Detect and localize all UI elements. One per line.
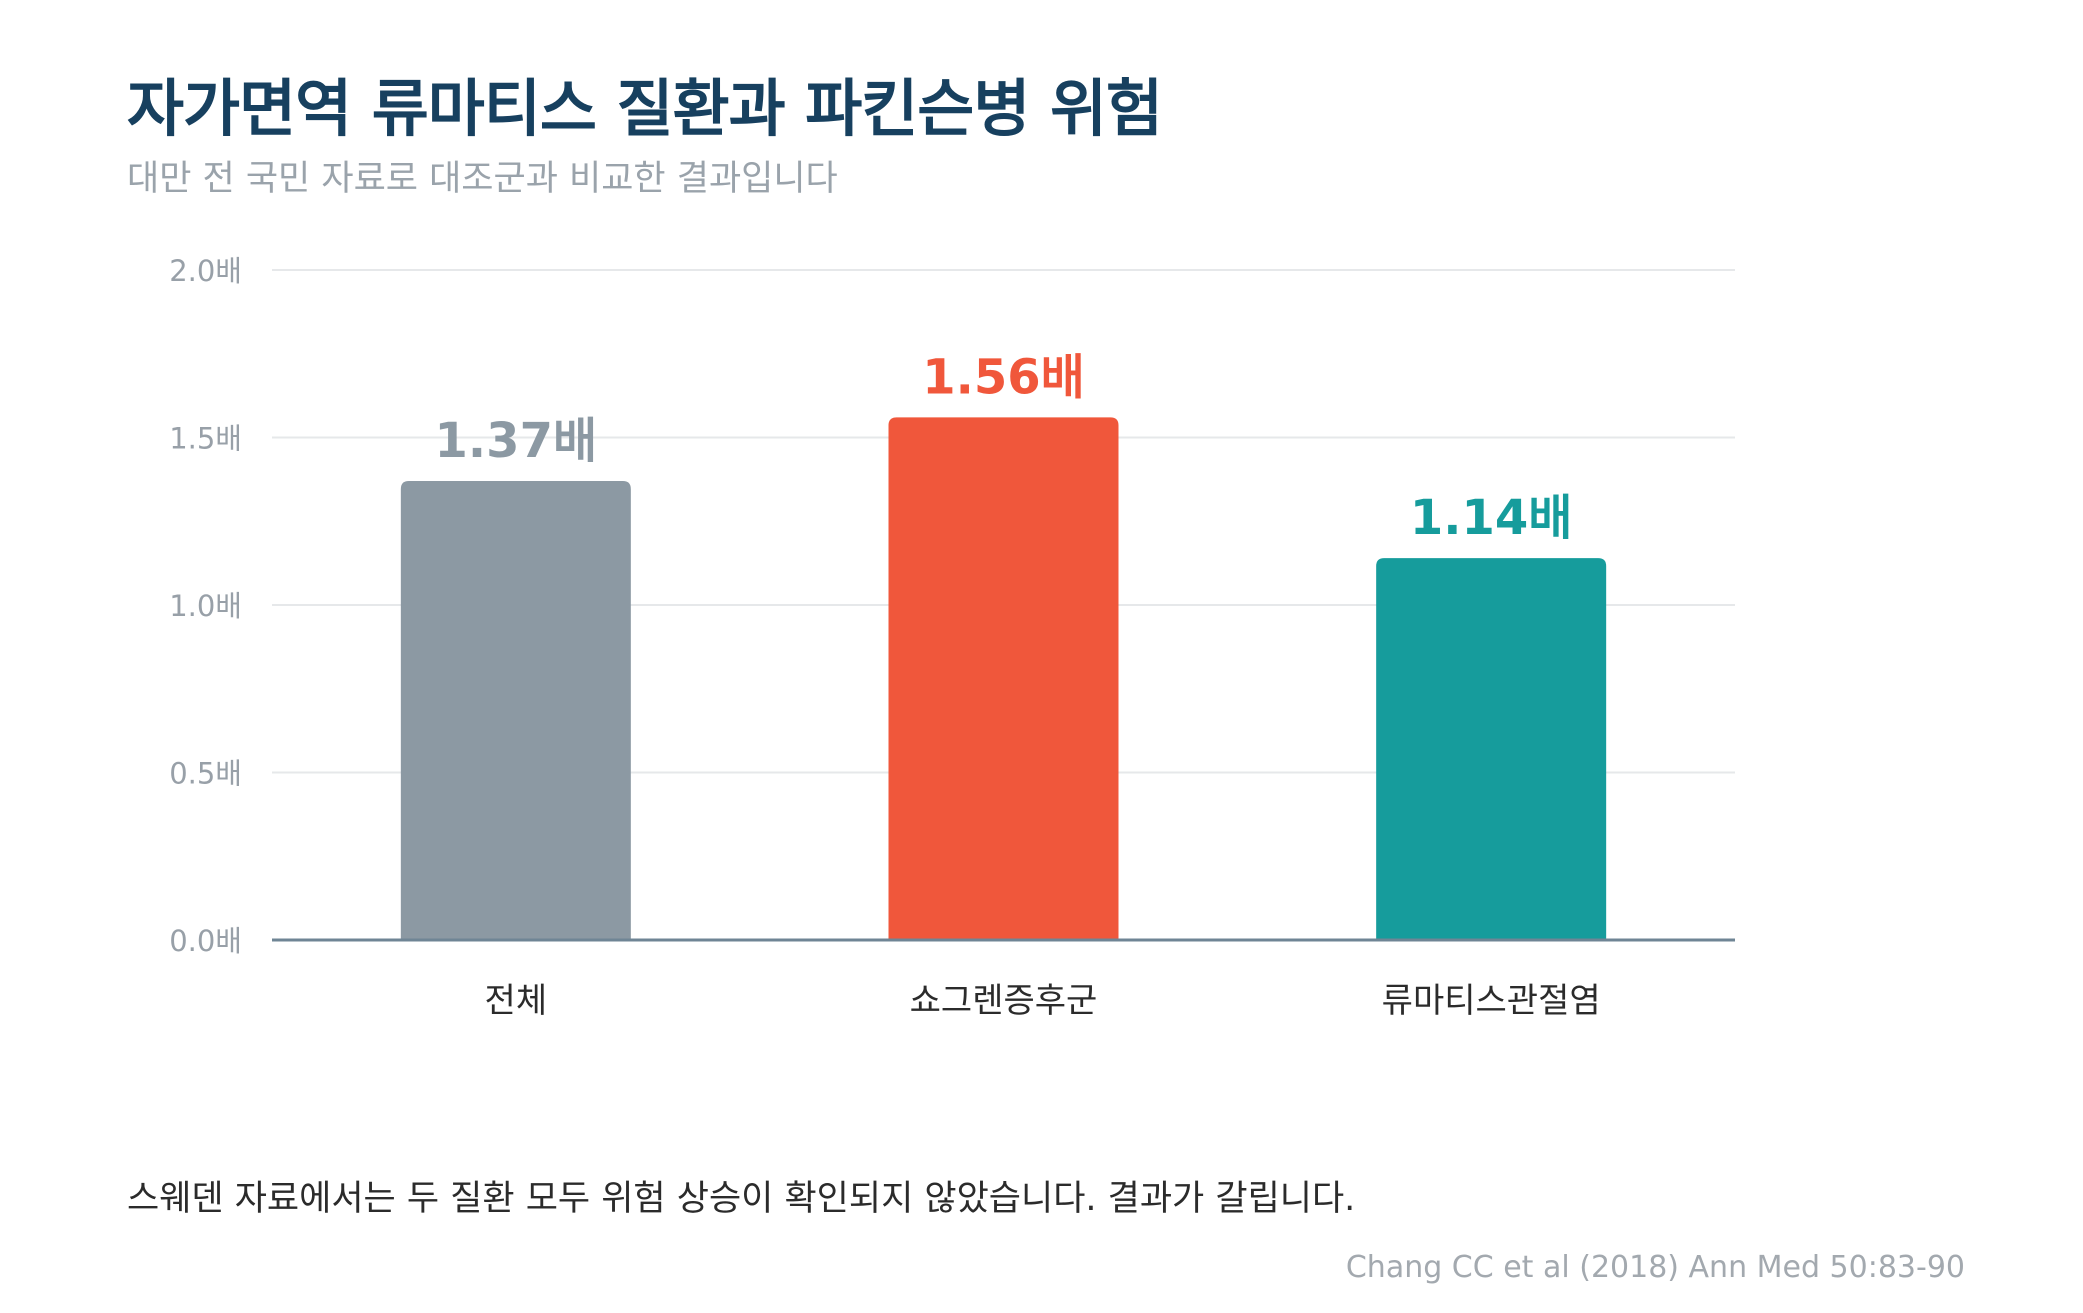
y-axis-ticks: 0.0배 0.5배 1.0배 1.5배 2.0배 [169, 254, 242, 958]
chart-subtitle: 대만 전 국민 자료로 대조군과 비교한 결과입니다 [127, 159, 838, 199]
value-label: 1.56배 [922, 349, 1085, 405]
x-tick-label: 쇼그렌증후군 [910, 981, 1098, 1021]
bars [400, 417, 1607, 940]
value-label: 1.14배 [1410, 490, 1573, 546]
bar [400, 481, 631, 940]
y-tick-label: 0.0배 [169, 924, 242, 958]
value-labels: 1.37배 1.56배 1.14배 [435, 349, 1573, 546]
x-tick-label: 전체 [485, 981, 548, 1021]
x-tick-label: 류마티스관절염 [1382, 981, 1601, 1021]
footnote: 스웨덴 자료에서는 두 질환 모두 위험 상승이 확인되지 않았습니다. 결과가… [127, 1179, 1356, 1219]
y-tick-label: 2.0배 [169, 254, 242, 288]
y-tick-label: 1.5배 [169, 422, 242, 456]
y-tick-label: 1.0배 [169, 589, 242, 623]
value-label: 1.37배 [435, 413, 598, 469]
chart-title: 자가면역 류마티스 질환과 파킨슨병 위험 [127, 72, 1163, 145]
bar [888, 417, 1119, 940]
y-tick-label: 0.5배 [169, 757, 242, 791]
x-axis-ticks: 전체 쇼그렌증후군 류마티스관절염 [485, 981, 1601, 1021]
bar [1376, 558, 1607, 940]
source-citation: Chang CC et al (2018) Ann Med 50:83-90 [1345, 1250, 1965, 1285]
